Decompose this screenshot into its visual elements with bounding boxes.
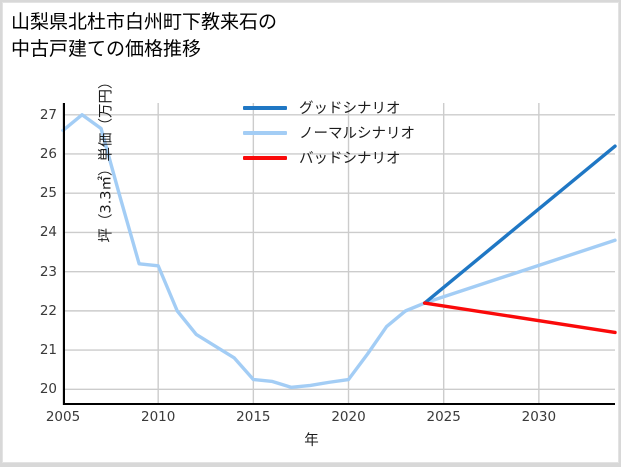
legend-color-swatch — [243, 130, 287, 135]
series-line — [422, 301, 617, 335]
y-tick-label: 21 — [39, 342, 57, 359]
x-tick-label: 2010 — [140, 409, 176, 425]
x-tick-label: 2030 — [521, 409, 557, 425]
page-title: 山梨県北杜市白州町下教来石の 中古戸建ての価格推移 — [11, 11, 278, 60]
legend-item-label: バッドシナリオ — [299, 151, 401, 167]
chart-legend: グッドシナリオ ノーマルシナリオ バッドシナリオ — [243, 95, 463, 170]
plot-area — [61, 103, 617, 405]
legend-color-swatch — [243, 155, 287, 160]
y-tick-label: 25 — [39, 185, 57, 202]
y-tick-label: 22 — [39, 302, 57, 319]
series-line — [422, 144, 617, 305]
y-tick-label: 23 — [39, 263, 57, 280]
legend-item-label: グッドシナリオ — [299, 101, 401, 117]
legend-item[interactable]: グッドシナリオ — [243, 95, 463, 120]
x-tick-label: 2005 — [45, 409, 81, 425]
legend-item[interactable]: ノーマルシナリオ — [243, 120, 463, 145]
legend-item-label: ノーマルシナリオ — [299, 126, 415, 142]
chart-canvas — [61, 103, 617, 405]
y-tick-label: 20 — [39, 381, 57, 398]
legend-color-swatch — [243, 105, 287, 110]
x-axis-ticks: 2005 2010 2015 2020 2025 2030 — [46, 409, 615, 429]
series-line — [61, 113, 617, 390]
y-axis-line — [63, 103, 65, 405]
x-tick-label: 2025 — [426, 409, 461, 425]
y-tick-label: 27 — [39, 106, 57, 123]
y-tick-label: 24 — [39, 224, 57, 241]
x-axis-line — [63, 403, 615, 405]
x-tick-label: 2020 — [331, 409, 366, 425]
legend-item[interactable]: バッドシナリオ — [243, 145, 463, 170]
x-tick-label: 2015 — [236, 409, 271, 425]
y-axis-label: 坪（3.3㎡）単価（万円） — [98, 74, 115, 243]
series-lines — [61, 113, 617, 390]
gridlines — [62, 103, 615, 405]
x-axis-label: 年 — [304, 433, 319, 449]
y-axis-ticks: 20 21 22 23 24 25 26 27 — [21, 103, 57, 405]
y-tick-label: 26 — [39, 145, 57, 162]
